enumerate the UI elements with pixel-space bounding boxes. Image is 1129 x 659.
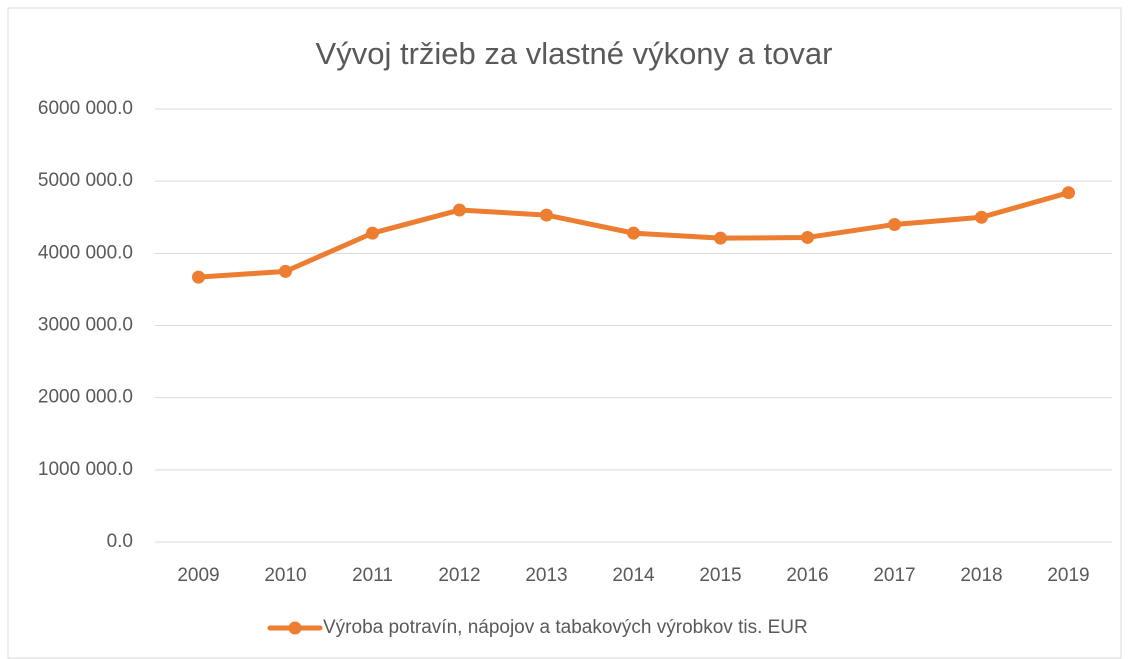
marker (1062, 186, 1075, 200)
x-tick-label: 2010 (264, 565, 306, 586)
legend-marker (288, 621, 302, 635)
marker (714, 231, 727, 245)
y-tick-label: 1000 000.0 (38, 459, 133, 480)
chart-title: Vývoj tržieb za vlastné výkony a tovar (316, 36, 833, 71)
x-tick-label: 2015 (699, 565, 741, 586)
y-tick-label: 6000 000.0 (38, 98, 133, 119)
marker (627, 226, 640, 240)
marker (540, 208, 553, 222)
legend-label: Výroba potravín, nápojov a tabakových vý… (323, 617, 808, 638)
y-tick-label: 0.0 (107, 531, 133, 552)
y-tick-label: 5000 000.0 (38, 170, 133, 191)
y-tick-label: 2000 000.0 (38, 387, 133, 408)
marker (801, 230, 814, 244)
marker (366, 226, 379, 240)
chart-border (7, 7, 1122, 659)
marker (453, 203, 466, 217)
x-tick-label: 2016 (786, 565, 828, 586)
x-tick-label: 2012 (438, 565, 480, 586)
x-tick-label: 2018 (960, 565, 1002, 586)
y-tick-label: 4000 000.0 (38, 242, 133, 263)
marker (279, 264, 292, 278)
x-tick-label: 2014 (612, 565, 655, 586)
x-tick-label: 2011 (352, 565, 393, 586)
y-tick-label: 3000 000.0 (38, 315, 133, 336)
x-tick-label: 2013 (525, 565, 567, 586)
marker (888, 217, 901, 231)
marker (975, 210, 988, 224)
x-tick-label: 2017 (873, 565, 915, 586)
marker (192, 270, 205, 284)
x-tick-label: 2009 (177, 565, 219, 586)
x-tick-label: 2019 (1047, 565, 1089, 586)
